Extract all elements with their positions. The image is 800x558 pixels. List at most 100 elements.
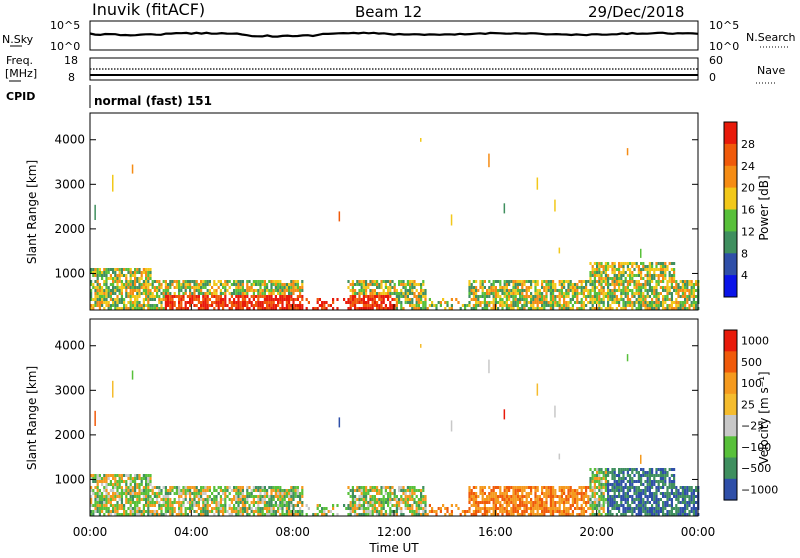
echo-cell (618, 268, 621, 271)
echo-cell (543, 298, 546, 301)
echo-cell (235, 489, 238, 492)
echo-cell (545, 286, 548, 289)
echo-cell (587, 507, 590, 510)
echo-cell (208, 283, 211, 286)
echo-cell (109, 289, 112, 292)
echo-cell (576, 504, 579, 507)
echo-cell (415, 289, 418, 292)
echo-cell (362, 289, 365, 292)
echo-cell (259, 498, 262, 501)
echo-cell (186, 283, 189, 286)
echo-cell (677, 301, 680, 304)
echo-cell (103, 274, 106, 277)
echo-cell (604, 295, 607, 298)
echo-cell (277, 301, 280, 304)
echo-cell (147, 504, 150, 507)
echo-cell (560, 492, 563, 495)
echo-cell (184, 280, 187, 283)
echo-cell (675, 495, 678, 498)
echo-cell (288, 286, 291, 289)
echo-cell (305, 513, 308, 516)
echo-cell (664, 480, 667, 483)
echo-cell (248, 298, 251, 301)
echo-cell (406, 283, 409, 286)
noise-left-tick-top: 10^5 (50, 19, 80, 32)
echo-cell (268, 280, 271, 283)
echo-cell (626, 471, 629, 474)
echo-cell (120, 480, 123, 483)
echo-cell (637, 265, 640, 268)
echo-cell (589, 486, 592, 489)
echo-cell (195, 492, 198, 495)
echo-cell (534, 289, 537, 292)
echo-cell (182, 492, 185, 495)
echo-cell (582, 513, 585, 516)
echo-cell (635, 298, 638, 301)
echo-cell (131, 498, 134, 501)
echo-cell (523, 495, 526, 498)
echo-cell (246, 286, 249, 289)
echo-cell (514, 498, 517, 501)
echo-cell (503, 304, 506, 307)
echo-cell (662, 298, 665, 301)
echo-cell (147, 268, 150, 271)
echo-cell (692, 501, 695, 504)
echo-cell (246, 489, 249, 492)
echo-cell (501, 289, 504, 292)
echo-cell (424, 292, 427, 295)
echo-cell (149, 304, 152, 307)
echo-cell (114, 483, 117, 486)
echo-cell (173, 510, 176, 513)
echo-cell (114, 292, 117, 295)
echo-cell (127, 489, 130, 492)
echo-cell (626, 510, 629, 513)
echo-cell (514, 286, 517, 289)
echo-cell (642, 471, 645, 474)
echo-cell (268, 513, 271, 516)
echo-cell (114, 271, 117, 274)
echo-cell (508, 292, 511, 295)
echo-cell (248, 289, 251, 292)
echo-cell (525, 486, 528, 489)
echo-cell (123, 489, 126, 492)
echo-cell (178, 280, 181, 283)
echo-cell (637, 304, 640, 307)
echo-cell (618, 489, 621, 492)
echo-cell (684, 501, 687, 504)
echo-cell (611, 501, 614, 504)
echo-cell (569, 507, 572, 510)
echo-cell (219, 489, 222, 492)
echo-cell (235, 280, 238, 283)
echo-cell (618, 504, 621, 507)
echo-cell (241, 286, 244, 289)
echo-cell (109, 295, 112, 298)
echo-cell (283, 513, 286, 516)
echo-cell (468, 492, 471, 495)
echo-cell (140, 483, 143, 486)
echo-cell (534, 307, 537, 310)
echo-cell (120, 283, 123, 286)
echo-cell (367, 286, 370, 289)
echo-cell (587, 495, 590, 498)
echo-cell (378, 489, 381, 492)
echo-cell (512, 510, 515, 513)
echo-cell (424, 504, 427, 507)
echo-cell (618, 495, 621, 498)
echo-cell (197, 298, 200, 301)
echo-cell (666, 501, 669, 504)
echo-cell (655, 468, 658, 471)
echo-cell (277, 489, 280, 492)
echo-cell (657, 489, 660, 492)
echo-cell (219, 289, 222, 292)
echo-cell (629, 483, 632, 486)
echo-cell (178, 513, 181, 516)
echo-cell (547, 289, 550, 292)
echo-cell (653, 492, 656, 495)
echo-cell (593, 504, 596, 507)
echo-cell (120, 295, 123, 298)
echo-cell (532, 501, 535, 504)
echo-cell (464, 307, 467, 310)
echo-cell (281, 495, 284, 498)
echo-cell (622, 477, 625, 480)
echo-cell (323, 301, 326, 304)
